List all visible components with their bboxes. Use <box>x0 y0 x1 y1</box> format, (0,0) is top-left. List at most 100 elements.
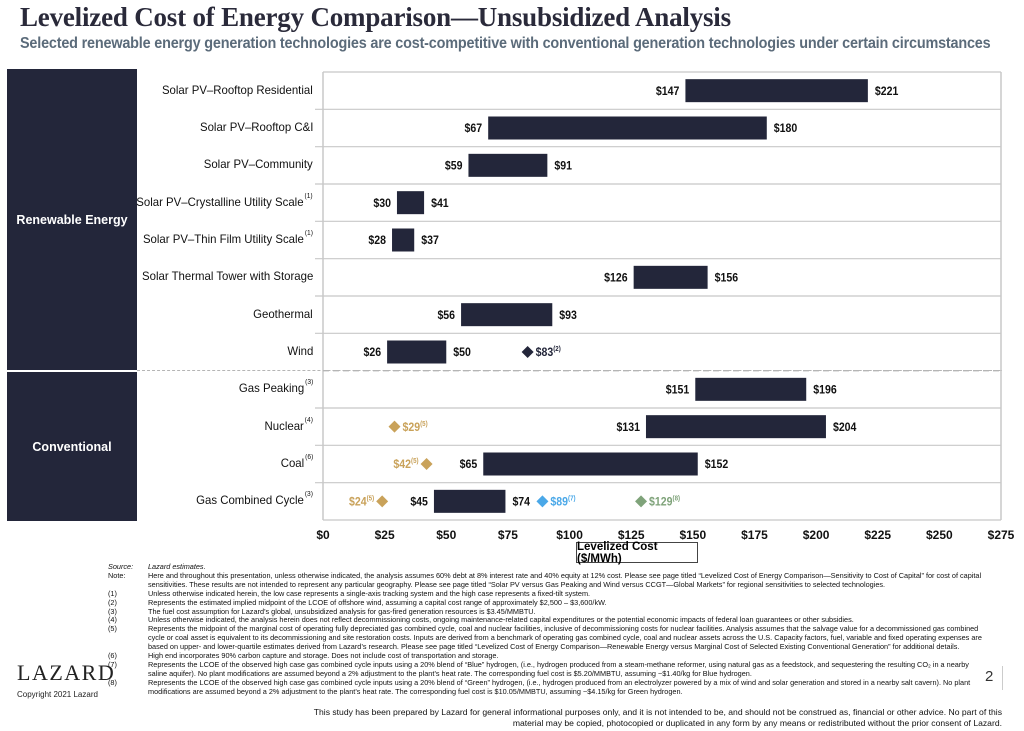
row-label: Solar PV–Crystalline Utility Scale(1) <box>136 192 313 209</box>
x-tick-label: $50 <box>436 528 456 542</box>
footnote-text: Represents the LCOE of the observed high… <box>148 659 969 678</box>
x-tick-label: $225 <box>864 528 891 542</box>
range-bar <box>483 452 698 476</box>
page-number: 2 <box>985 668 994 685</box>
footnote-row: Note: Here and throughout this presentati… <box>108 570 988 590</box>
footnote-key: (5) <box>108 624 117 634</box>
range-bar <box>461 303 553 327</box>
row-label-footnote: (3) <box>304 491 313 499</box>
bar-low-label: $56 <box>437 309 455 322</box>
marker-diamond-icon <box>635 495 648 508</box>
row-label-footnote: (6) <box>304 454 313 461</box>
row-label-text: Nuclear <box>264 418 304 433</box>
row-label-footnote: (1) <box>304 230 313 237</box>
marker-diamond-icon <box>376 495 389 508</box>
range-bar <box>645 415 826 439</box>
x-tick-label: $275 <box>988 528 1015 542</box>
row-label-footnote: (1) <box>304 192 313 200</box>
footnote-key: (6) <box>108 651 117 661</box>
disclaimer: This study has been prepared by Lazard f… <box>313 707 1002 728</box>
x-tick-label: $200 <box>803 528 830 542</box>
footnotes: Source: Lazard estimates. Note: Here and th… <box>108 562 988 697</box>
row-label-text: Gas Peaking <box>238 381 304 396</box>
footnote-row: (1) Unless otherwise indicated herein, th… <box>108 588 988 599</box>
row-label-text: Coal <box>280 456 304 470</box>
page-subtitle: Selected renewable energy generation tec… <box>20 35 991 52</box>
row-label: Gas Combined Cycle(3) <box>196 491 313 507</box>
footnote-row: (8) Represents the LCOE of the observed h… <box>108 677 988 697</box>
x-tick-label: $175 <box>741 528 768 542</box>
footnote-row: Source: Lazard estimates. <box>108 562 988 572</box>
bar-high-label: $204 <box>833 421 857 434</box>
bar-low-label: $131 <box>616 421 639 434</box>
bar-high-label: $180 <box>774 123 797 136</box>
bar-low-label: $30 <box>373 197 391 210</box>
row-label: Coal(6) <box>280 454 313 470</box>
row-label-text: Solar PV–Thin Film Utility Scale <box>142 232 304 246</box>
row-label-text: Solar PV–Crystalline Utility Scale <box>136 194 304 209</box>
row-label: Nuclear(4) <box>264 416 313 433</box>
category-renewable-label: Renewable Energy <box>16 212 128 227</box>
bar-low-label: $151 <box>666 384 689 397</box>
footnote-text: Here and throughout this presentation, u… <box>148 570 982 589</box>
footnote-key: Note: <box>108 570 126 580</box>
lcoe-chart: $0 $25 $50 $75 $100 $125 $150 $175 $200 $225 $250 $… <box>315 71 1015 542</box>
row-label-text: Wind <box>287 344 313 358</box>
row-label-text: Solar PV–Rooftop Residential <box>162 82 313 97</box>
footnote-row: (2) Represents the estimated implied midp… <box>108 598 988 608</box>
category-renewable-energy: Renewable Energy <box>7 69 137 370</box>
bar-low-label: $65 <box>460 459 478 472</box>
footnote-row: (6) High end incorporates 90% carbon capt… <box>108 651 988 661</box>
bar-low-label: $147 <box>656 85 679 98</box>
row-label: Geothermal <box>253 307 313 321</box>
range-bar <box>392 228 415 252</box>
range-bar <box>685 79 868 103</box>
marker-label: $42(5) <box>393 458 418 472</box>
copyright: Copyright 2021 Lazard <box>17 690 98 699</box>
footnote-row: (4) Unless otherwise indicated, the analy… <box>108 616 988 625</box>
bar-high-label: $93 <box>559 309 577 322</box>
page-title: Levelized Cost of Energy Comparison—Unsu… <box>20 2 731 32</box>
range-bar <box>488 116 767 140</box>
bar-high-label: $41 <box>431 197 449 210</box>
row-label: Solar PV–Community <box>204 157 313 171</box>
footnote-text: Represents the midpoint of the marginal … <box>148 624 982 652</box>
range-bar <box>396 191 425 215</box>
bar-low-label: $28 <box>368 235 386 248</box>
x-tick-label: $100 <box>556 528 583 542</box>
range-bar <box>633 265 708 289</box>
range-bar <box>387 340 447 364</box>
footnote-text: The fuel cost assumption for Lazard’s gl… <box>148 606 536 616</box>
category-conventional-label: Conventional <box>32 439 112 454</box>
marker-diamond-icon <box>388 420 401 433</box>
footnote-key: (4) <box>108 615 117 625</box>
footnote-key: Source: <box>108 562 134 571</box>
footnote-text: Represents the LCOE of the observed high… <box>148 677 971 696</box>
bar-high-label: $37 <box>421 235 439 248</box>
footnote-row: (3) The fuel cost assumption for Lazard’s… <box>108 606 988 617</box>
row-label: Solar PV–Rooftop C&I <box>200 120 313 134</box>
footnote-text: Unless otherwise indicated herein, the l… <box>148 588 591 598</box>
row-label: Solar Thermal Tower with Storage <box>142 269 313 283</box>
marker-label: $83(2) <box>536 346 561 360</box>
footnote-key: (1) <box>108 588 117 598</box>
row-label-text: Solar PV–Rooftop C&I <box>199 120 313 134</box>
row-label-text: Solar Thermal Tower with Storage <box>141 269 313 284</box>
footnote-key: (7) <box>108 659 117 669</box>
x-tick-label: $0 <box>316 528 330 542</box>
lazard-logo: LAZARD <box>17 660 116 685</box>
group-separator <box>137 370 1002 371</box>
bar-high-label: $152 <box>705 459 728 472</box>
bar-low-label: $67 <box>465 123 483 136</box>
bar-high-label: $50 <box>453 347 471 360</box>
footnote-text: Lazard estimates. <box>148 562 206 571</box>
marker-label: $29(5) <box>402 420 427 434</box>
bar-low-label: $26 <box>363 347 381 360</box>
row-label-footnote: (4) <box>304 416 313 424</box>
marker-diamond-icon <box>536 495 549 508</box>
marker-diamond-icon <box>521 346 534 358</box>
x-tick-label: $250 <box>926 528 953 542</box>
marker-diamond-icon <box>420 458 433 470</box>
row-label: Wind <box>287 344 313 358</box>
bar-high-label: $221 <box>875 85 898 98</box>
